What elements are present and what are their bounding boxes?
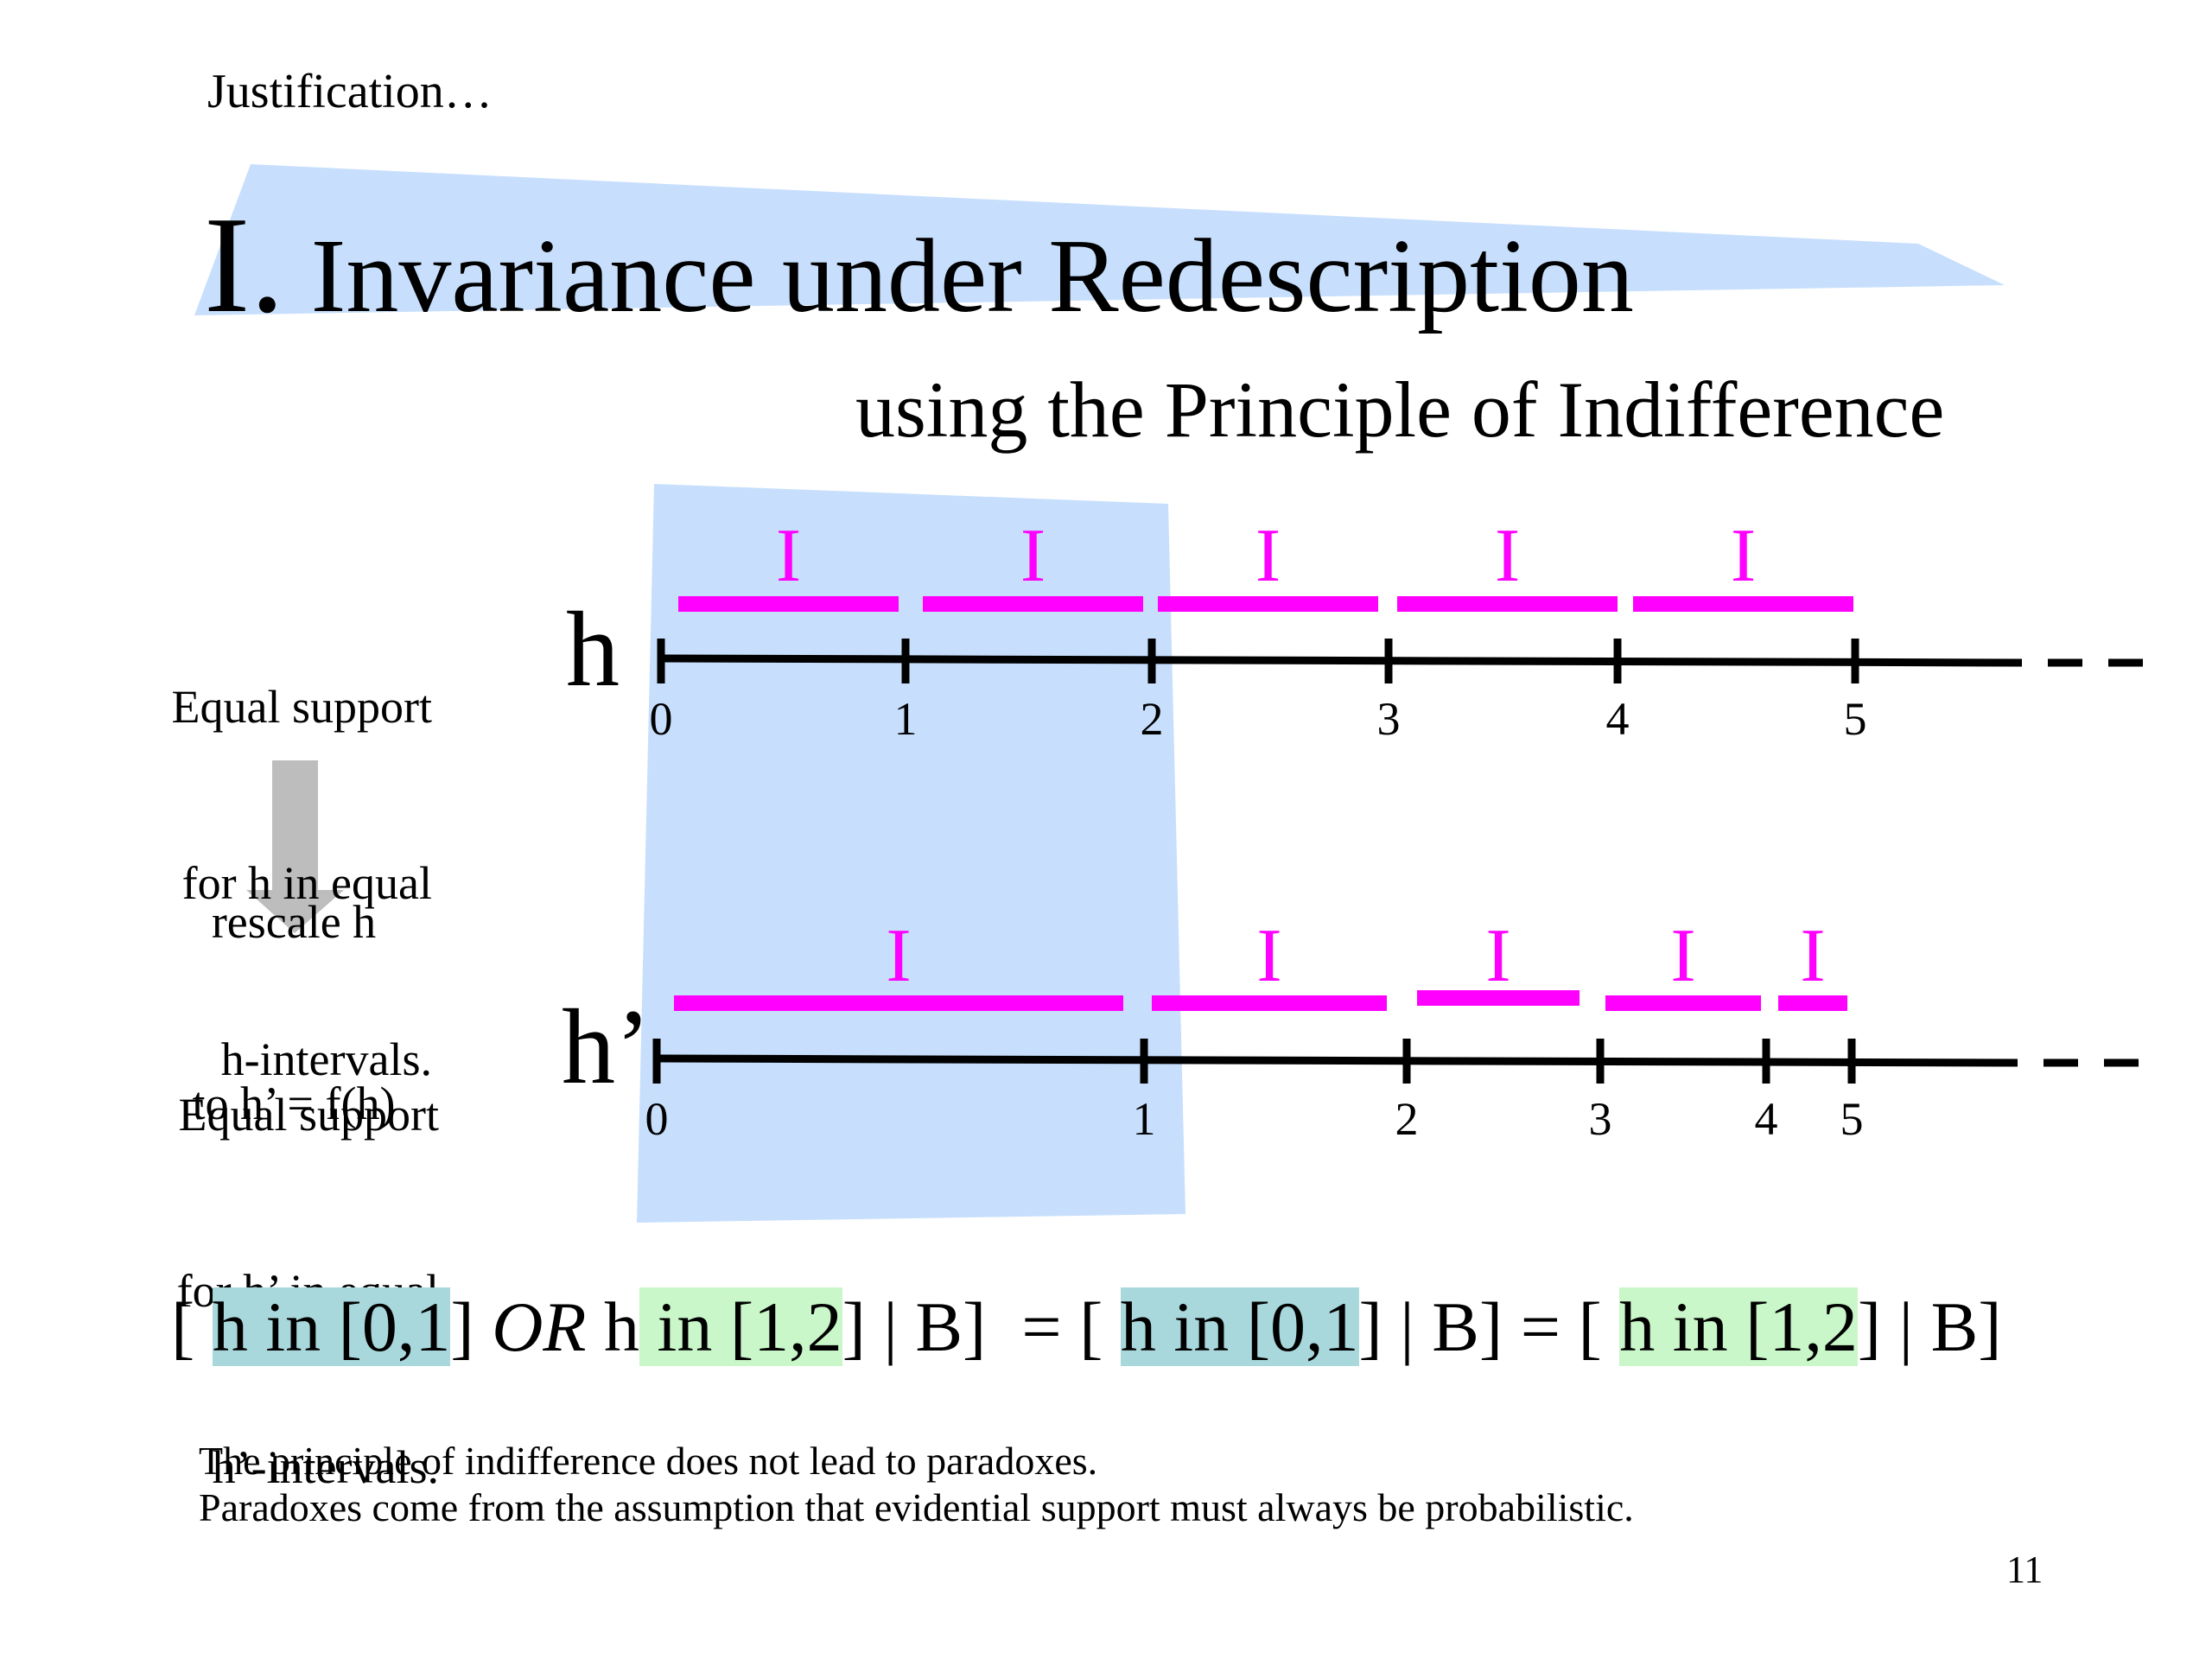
equation-part-8: h in [0,1	[1120, 1287, 1359, 1366]
top-tick-label-5: 5	[1843, 693, 1867, 745]
equivalence-highlight-region	[637, 484, 1185, 1223]
bot-interval-bar-3	[1417, 990, 1580, 1006]
axis-h-label: h	[566, 590, 620, 709]
rescale-label-line-1: rescale h	[211, 896, 377, 948]
bot-interval-marker-5: I	[1800, 914, 1826, 998]
top-tick-label-0: 0	[649, 693, 673, 745]
rescale-label: rescale h to h’ = f(h)	[156, 771, 432, 1255]
bot-interval-bar-4	[1605, 995, 1761, 1011]
top-interval-bar-4	[1397, 596, 1618, 612]
equation-part-9: ] | B] = [	[1358, 1287, 1620, 1366]
top-interval-marker-3: I	[1255, 514, 1281, 598]
slide-subtitle: using the Principle of Indifference	[855, 365, 1945, 454]
axis-h	[657, 596, 2143, 683]
rescale-arrow-icon	[246, 760, 344, 933]
top-interval-marker-4: I	[1494, 514, 1521, 598]
axis-h-prime	[652, 990, 2139, 1084]
side-label-top-line-2: for h in equal	[181, 857, 432, 909]
equation-part-6: in [1,2	[639, 1287, 842, 1366]
rescale-label-line-2: to h’ = f(h)	[192, 1077, 396, 1129]
side-label-top-line-3: h-intervals.	[220, 1033, 432, 1085]
top-interval-bar-5	[1633, 596, 1853, 612]
bot-tick-label-1: 1	[1132, 1093, 1156, 1145]
bot-tick-label-2: 2	[1395, 1093, 1419, 1145]
equation-part-1: [	[171, 1287, 213, 1366]
equation-part-10: h in [1,2	[1619, 1287, 1858, 1366]
title-numeral: I.	[204, 188, 285, 341]
bot-interval-marker-2: I	[1256, 914, 1282, 998]
slide-title: I. Invariance under Redescription	[190, 181, 1634, 347]
side-label-bottom-line-1: Equal support	[178, 1089, 439, 1141]
top-tick-label-3: 3	[1376, 693, 1401, 745]
bot-tick-label-4: 4	[1754, 1093, 1778, 1145]
page-number: 11	[2006, 1548, 2044, 1591]
side-label-top: Equal support for h in equal h-intervals…	[172, 560, 432, 1206]
bot-tick-label-0: 0	[645, 1093, 669, 1145]
top-interval-marker-5: I	[1730, 514, 1757, 598]
bot-interval-bar-1	[674, 995, 1123, 1011]
footnote-line-1: The principle of indifference does not l…	[199, 1439, 1098, 1483]
side-label-top-line-1: Equal support	[171, 681, 432, 733]
axis-h-prime-label: h’	[562, 988, 652, 1106]
top-tick-label-1: 1	[893, 693, 918, 745]
top-interval-bar-2	[923, 596, 1143, 612]
bot-tick-label-5: 5	[1840, 1093, 1864, 1145]
equation-part-11: ] | B]	[1857, 1287, 2002, 1366]
title-highlight-banner	[194, 164, 2005, 315]
footnote-line-2: Paradoxes come from the assumption that …	[199, 1485, 1634, 1529]
bot-interval-marker-3: I	[1485, 914, 1511, 998]
equation: [ h in [0,1] OR h in [1,2] | B] = [ h in…	[171, 1287, 2002, 1366]
equation-part-2: h in [0,1	[212, 1287, 451, 1366]
top-interval-bar-1	[678, 596, 899, 612]
slide-kicker: Justification…	[207, 65, 493, 118]
side-label-bottom-line-3: h’-intervals.	[212, 1441, 439, 1493]
bot-interval-marker-1: I	[886, 914, 912, 998]
bot-interval-bar-5	[1778, 995, 1847, 1011]
equation-part-3: ]	[450, 1287, 493, 1366]
top-tick-label-4: 4	[1605, 693, 1630, 745]
bot-interval-bar-2	[1152, 995, 1387, 1011]
top-interval-marker-2: I	[1020, 514, 1046, 598]
equation-part-5: h	[586, 1287, 640, 1366]
top-interval-marker-1: I	[775, 514, 802, 598]
equation-part-4: OR	[492, 1287, 587, 1366]
bot-tick-label-3: 3	[1588, 1093, 1612, 1145]
title-text: Invariance under Redescription	[284, 218, 1634, 334]
top-tick-label-2: 2	[1140, 693, 1164, 745]
bot-interval-marker-4: I	[1670, 914, 1696, 998]
equation-part-7: ] | B] = [	[842, 1287, 1121, 1366]
top-interval-bar-3	[1158, 596, 1378, 612]
